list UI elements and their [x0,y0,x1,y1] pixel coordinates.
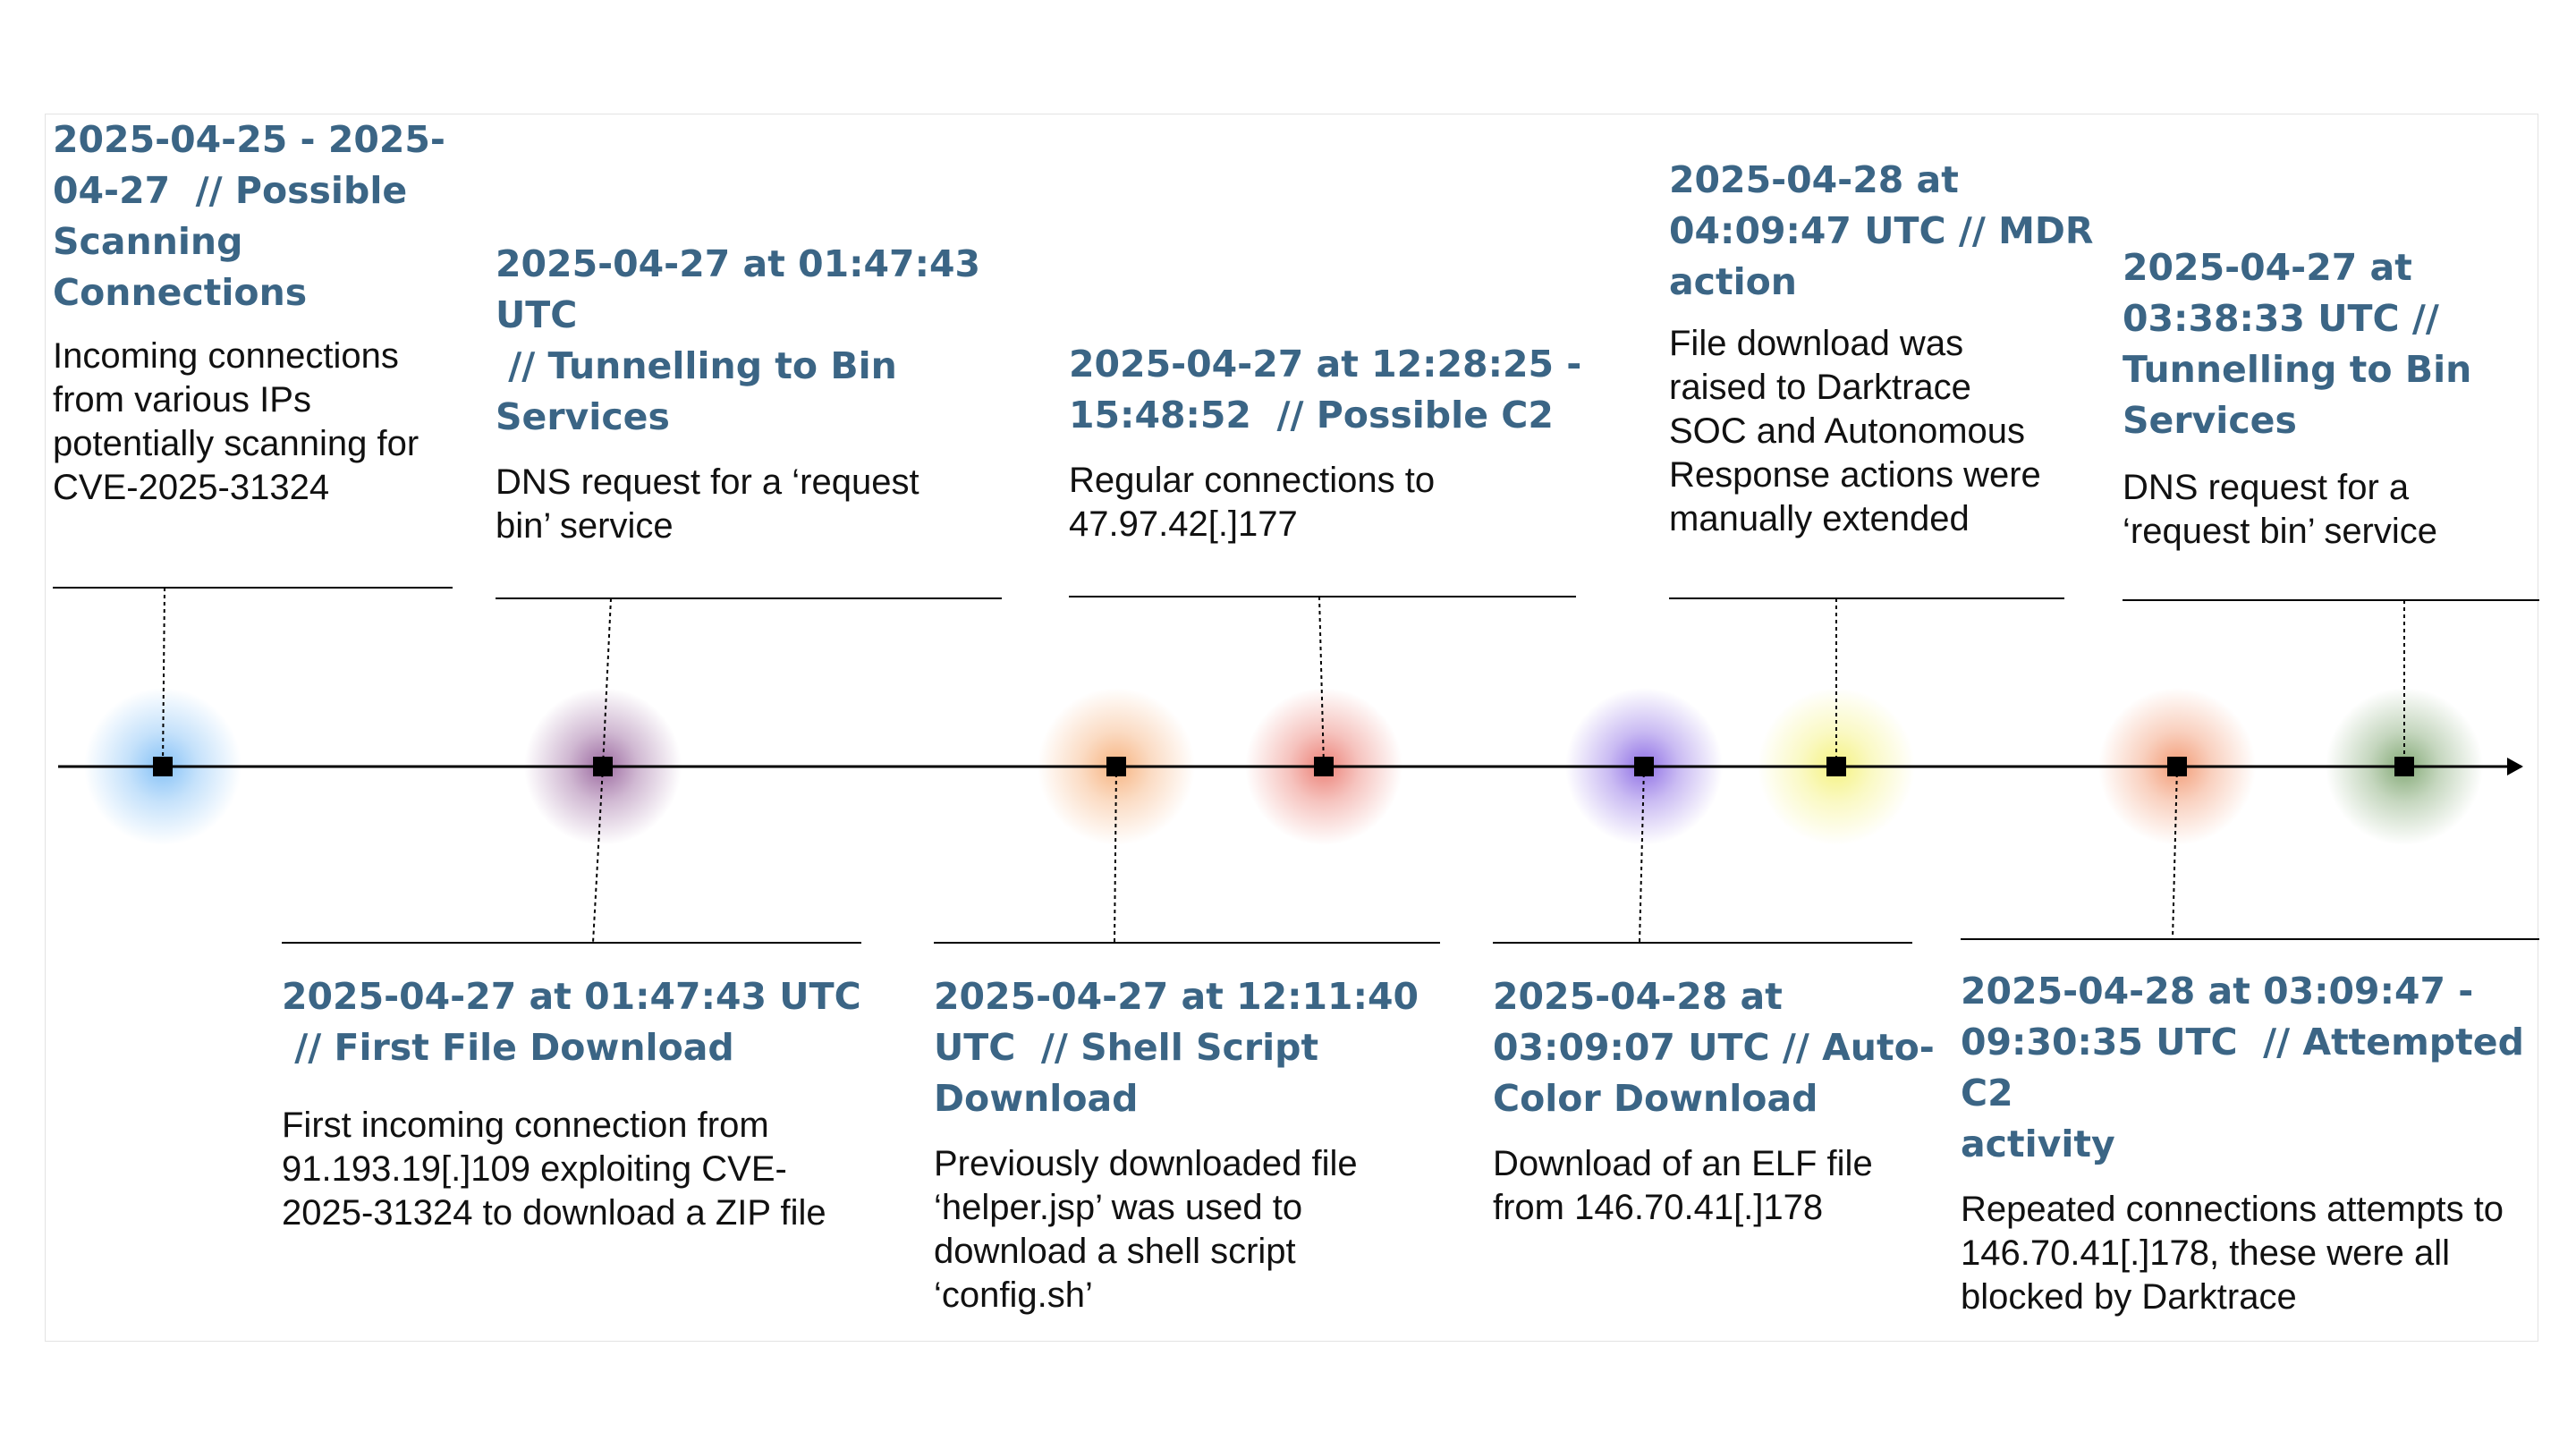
event-card-bottom-2: 2025-04-27 at 12:11:40 UTC // Shell Scri… [934,971,1419,1318]
event-card-top-1: 2025-04-25 - 2025- 04-27 // Possible Sca… [53,114,445,510]
event-marker [1314,757,1334,776]
connector-line [592,766,604,944]
event-marker [1106,757,1126,776]
event-description: Incoming connections from various IPs po… [53,336,419,507]
event-card-top-2: 2025-04-27 at 01:47:43 UTC // Tunnelling… [496,239,980,548]
event-marker [1634,757,1654,776]
event-card-top-4: 2025-04-28 at 04:09:47 UTC // MDR action… [1669,155,2093,541]
connector-line [2172,766,2178,940]
event-description: Regular connections to 47.97.42[.]177 [1069,461,1436,544]
event-description: First incoming connection from 91.193.19… [282,1106,826,1233]
event-marker [2394,757,2414,776]
event-description: DNS request for a ‘request bin’ service [496,462,919,546]
event-description: DNS request for a ‘request bin’ service [2123,468,2438,551]
event-title: 2025-04-27 at 01:47:43 UTC // Tunnelling… [496,242,981,438]
event-marker [1826,757,1846,776]
event-marker [2167,757,2187,776]
event-title: 2025-04-27 at 01:47:43 UTC // First File… [282,975,861,1069]
connector-line [1639,766,1645,944]
event-title: 2025-04-27 at 03:38:33 UTC // Tunnelling… [2123,246,2472,442]
connector-line [1114,766,1117,944]
timeline-diagram [53,587,2539,944]
event-description: Previously downloaded file ‘helper.jsp’ … [934,1144,1358,1315]
timeline-frame: 2025-04-25 - 2025- 04-27 // Possible Sca… [45,114,2539,1342]
event-title: 2025-04-25 - 2025- 04-27 // Possible Sca… [53,118,445,314]
event-marker [593,757,613,776]
event-title: 2025-04-27 at 12:11:40 UTC // Shell Scri… [934,975,1419,1120]
event-title: 2025-04-28 at 04:09:47 UTC // MDR action [1669,158,2094,303]
event-card-bottom-1: 2025-04-27 at 01:47:43 UTC // First File… [282,971,861,1235]
event-title: 2025-04-28 at 03:09:07 UTC // Auto- Colo… [1493,975,1935,1120]
event-card-top-5: 2025-04-27 at 03:38:33 UTC // Tunnelling… [2123,242,2471,554]
event-card-bottom-4: 2025-04-28 at 03:09:47 - 09:30:35 UTC //… [1961,966,2538,1319]
event-title: 2025-04-28 at 03:09:47 - 09:30:35 UTC //… [1961,970,2524,1165]
event-marker [153,757,173,776]
event-card-bottom-3: 2025-04-28 at 03:09:07 UTC // Auto- Colo… [1493,971,1935,1230]
event-description: Repeated connections attempts to 146.70.… [1961,1190,2504,1317]
event-card-top-3: 2025-04-27 at 12:28:25 - 15:48:52 // Pos… [1069,339,1581,547]
event-description: File download was raised to Darktrace SO… [1669,324,2041,538]
event-title: 2025-04-27 at 12:28:25 - 15:48:52 // Pos… [1069,343,1582,436]
event-description: Download of an ELF file from 146.70.41[.… [1493,1144,1873,1227]
connector-line [162,587,165,767]
timeline-arrowhead [2507,758,2523,775]
